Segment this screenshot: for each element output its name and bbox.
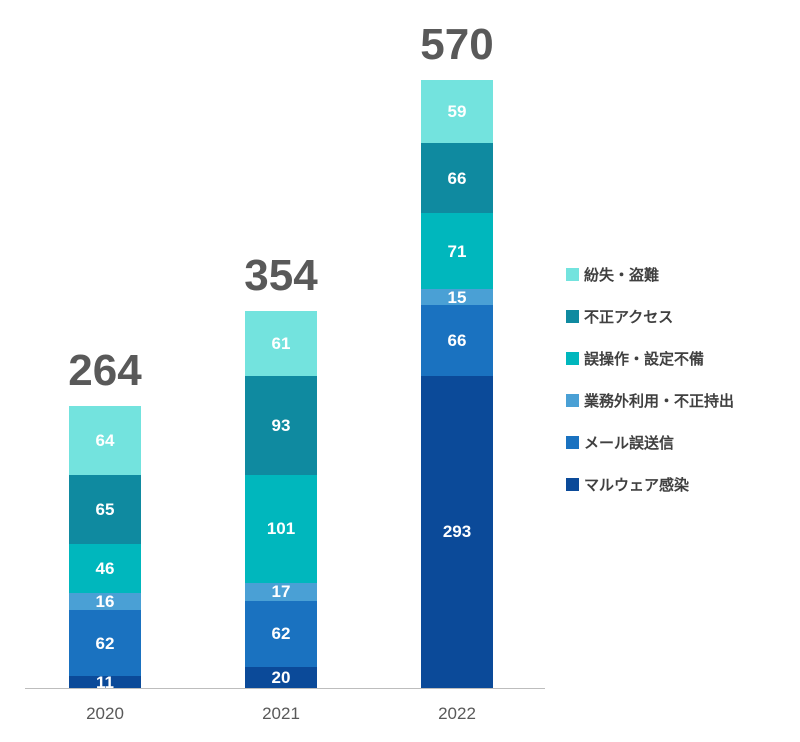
bar-segment: 62 — [69, 610, 141, 677]
bar-2021: 20 62 17 101 93 61 354 — [244, 251, 318, 688]
legend-swatch-icon — [566, 478, 579, 491]
segment-value-label: 66 — [447, 330, 467, 350]
segment-value-label: 11 — [96, 672, 114, 692]
segment-value-label: 15 — [447, 287, 467, 307]
legend-label: メール誤送信 — [584, 435, 675, 452]
bar-segment: 61 — [245, 310, 317, 376]
bar-segment: 65 — [69, 474, 141, 545]
legend-swatch-icon — [566, 436, 579, 449]
segment-value-label: 62 — [271, 624, 291, 644]
bar-segment: 17 — [245, 582, 317, 602]
segment-value-label: 101 — [266, 519, 296, 539]
bar-segment: 11 — [69, 672, 141, 692]
chart-legend: 紛失・盗難不正アクセス誤操作・設定不備業務外利用・不正持出 メール誤送信 マルウェア… — [566, 264, 734, 495]
segment-value-label: 293 — [442, 522, 472, 542]
segment-value-label: 64 — [95, 431, 115, 451]
legend-label: 誤操作・設定不備 — [584, 351, 705, 368]
segment-value-label: 66 — [447, 168, 467, 188]
legend-item: 紛失・盗難 — [566, 264, 734, 285]
segment-value-label: 20 — [271, 667, 291, 687]
legend-swatch-icon — [566, 394, 579, 407]
bar-segment: 46 — [69, 544, 141, 594]
bar-segment: 93 — [245, 375, 317, 475]
bar-segment: 62 — [245, 600, 317, 667]
bar-total-label: 264 — [68, 346, 142, 396]
bar-2020: 11 62 16 46 65 64 264 — [68, 346, 141, 692]
legend-item: 業務外利用・不正持出 — [566, 390, 734, 411]
segment-value-label: 62 — [95, 633, 115, 653]
bar-total-label: 354 — [244, 250, 318, 300]
segment-value-label: 17 — [271, 582, 291, 602]
segment-value-label: 46 — [95, 559, 115, 579]
legend-swatch-icon — [566, 352, 579, 365]
bar-segment: 64 — [69, 406, 141, 475]
legend-label: 不正アクセス — [584, 309, 674, 326]
bar-2022: 293 66 15 71 66 59 570 — [420, 20, 494, 688]
segment-value-label: 59 — [447, 102, 467, 122]
legend-item: メール誤送信 — [566, 432, 734, 453]
segment-value-label: 65 — [95, 499, 115, 519]
bar-total-label: 570 — [420, 20, 494, 70]
bar-segment: 293 — [421, 375, 493, 688]
legend-item: 不正アクセス — [566, 306, 734, 327]
legend-label: マルウェア感染 — [584, 477, 690, 494]
legend-label: 業務外利用・不正持出 — [584, 393, 735, 410]
legend-swatch-icon — [566, 268, 579, 281]
segment-value-label: 16 — [95, 592, 115, 612]
bar-segment: 20 — [245, 666, 317, 688]
x-axis-tick-label: 2021 — [262, 704, 300, 723]
x-axis-tick-label: 2022 — [438, 704, 476, 723]
legend-item: マルウェア感染 — [566, 474, 734, 495]
segment-value-label: 61 — [271, 333, 291, 353]
bar-segment: 59 — [421, 80, 493, 144]
segment-value-label: 71 — [447, 241, 467, 261]
x-axis-tick-label: 2020 — [86, 704, 124, 723]
bar-segment: 66 — [421, 305, 493, 376]
bar-segment: 101 — [245, 474, 317, 583]
legend-label: 紛失・盗難 — [584, 267, 660, 284]
bar-segment: 15 — [421, 287, 493, 307]
bar-segment: 16 — [69, 592, 141, 612]
legend-item: 誤操作・設定不備 — [566, 348, 734, 369]
x-axis-line — [25, 688, 545, 689]
bar-segment: 71 — [421, 213, 493, 290]
bar-segment: 66 — [421, 143, 493, 214]
segment-value-label: 93 — [271, 415, 291, 435]
legend-swatch-icon — [566, 310, 579, 323]
